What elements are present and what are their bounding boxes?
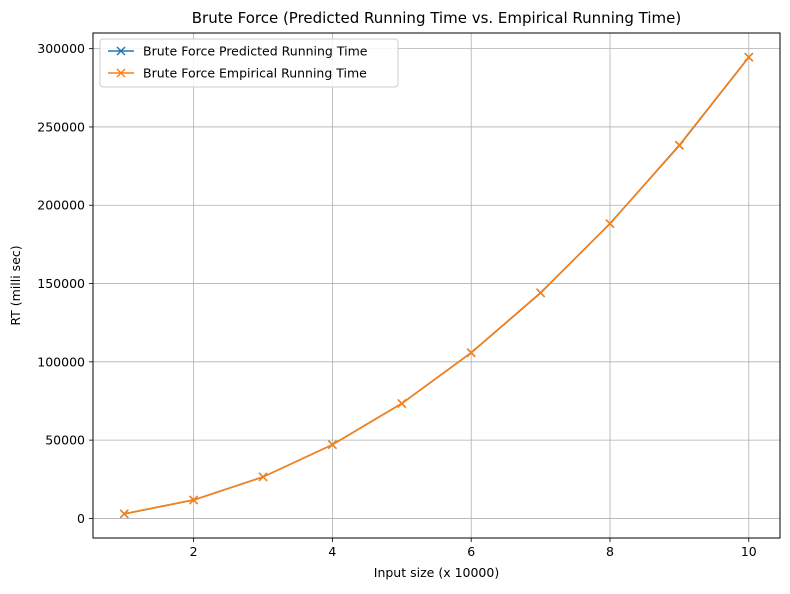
y-tick-label: 0 — [77, 511, 85, 526]
y-tick-label: 150000 — [37, 276, 85, 291]
data-point — [536, 288, 546, 298]
series-1 — [119, 52, 754, 519]
plot-series — [119, 52, 754, 519]
legend-item: Brute Force Predicted Running Time — [108, 44, 368, 59]
x-tick-label: 2 — [190, 544, 198, 559]
x-tick-label: 8 — [606, 544, 614, 559]
chart-title: Brute Force (Predicted Running Time vs. … — [192, 9, 681, 27]
grid — [93, 33, 780, 538]
y-tick-label: 250000 — [37, 119, 85, 134]
y-axis-label: RT (milli sec) — [8, 245, 23, 325]
series-line — [124, 56, 750, 515]
x-axis-ticks: 2 4 6 8 10 — [190, 538, 757, 559]
x-axis-label: Input size (x 10000) — [374, 565, 499, 580]
y-tick-label: 50000 — [45, 433, 85, 448]
legend-label: Brute Force Empirical Running Time — [143, 66, 367, 81]
legend-label: Brute Force Predicted Running Time — [143, 44, 368, 59]
y-axis-ticks: 0 50000 100000 150000 200000 250000 300000 — [37, 41, 93, 526]
y-tick-label: 100000 — [37, 354, 85, 369]
legend-box — [99, 38, 399, 88]
data-point — [674, 140, 684, 150]
x-tick-label: 4 — [328, 544, 336, 559]
data-point — [397, 398, 407, 408]
x-tick-label: 6 — [467, 544, 475, 559]
data-point — [258, 472, 268, 482]
series-2 — [119, 52, 754, 519]
series-line — [124, 56, 750, 515]
data-point — [605, 219, 615, 229]
data-point — [466, 348, 476, 358]
legend: Brute Force Predicted Running Time Brute … — [99, 38, 399, 88]
data-point — [189, 495, 199, 505]
plot-frame — [92, 32, 781, 539]
y-tick-label: 200000 — [37, 198, 85, 213]
data-point — [744, 52, 754, 62]
data-point — [119, 509, 129, 519]
legend-item: Brute Force Empirical Running Time — [108, 66, 367, 81]
data-point — [327, 440, 337, 450]
x-tick-label: 10 — [741, 544, 757, 559]
y-tick-label: 300000 — [37, 41, 85, 56]
